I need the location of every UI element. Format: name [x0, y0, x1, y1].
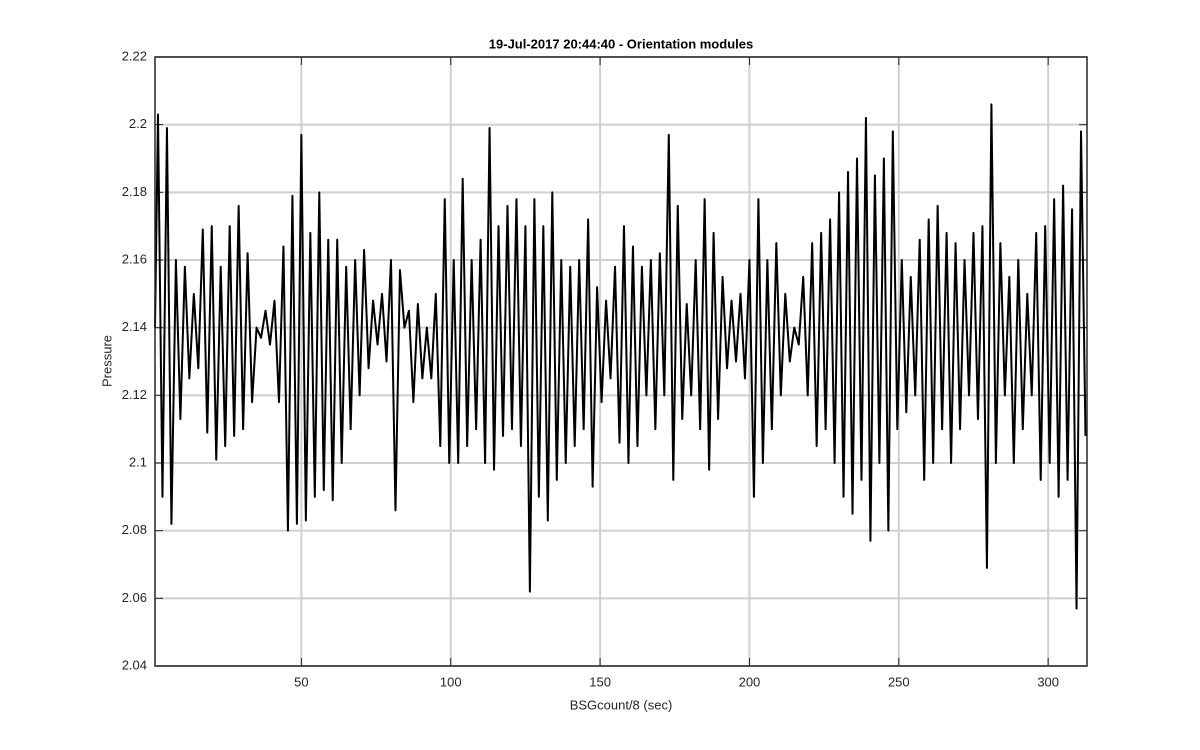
y-tick-label: 2.08 [122, 522, 147, 537]
x-tick-label: 300 [1037, 674, 1059, 689]
x-tick-label: 200 [739, 674, 761, 689]
data-line [154, 103, 1087, 610]
y-axis-label: Pressure [99, 335, 114, 387]
x-tick-label: 100 [440, 674, 462, 689]
x-tick-label: 250 [888, 674, 910, 689]
x-axis-label: BSGcount/8 (sec) [570, 697, 673, 712]
chart-title: 19-Jul-2017 20:44:40 - Orientation modul… [489, 36, 753, 51]
x-tick-label: 150 [589, 674, 611, 689]
plot-frame [154, 56, 1088, 667]
y-tick-label: 2.18 [122, 184, 147, 199]
y-tick-label: 2.16 [122, 251, 147, 266]
y-tick-label: 2.12 [122, 387, 147, 402]
y-tick-label: 2.1 [129, 454, 147, 469]
y-tick-label: 2.22 [122, 48, 147, 63]
x-tick-label: 50 [294, 674, 308, 689]
y-tick-label: 2.2 [129, 116, 147, 131]
y-tick-label: 2.04 [122, 657, 147, 672]
y-tick-label: 2.06 [122, 590, 147, 605]
y-tick-label: 2.14 [122, 319, 147, 334]
